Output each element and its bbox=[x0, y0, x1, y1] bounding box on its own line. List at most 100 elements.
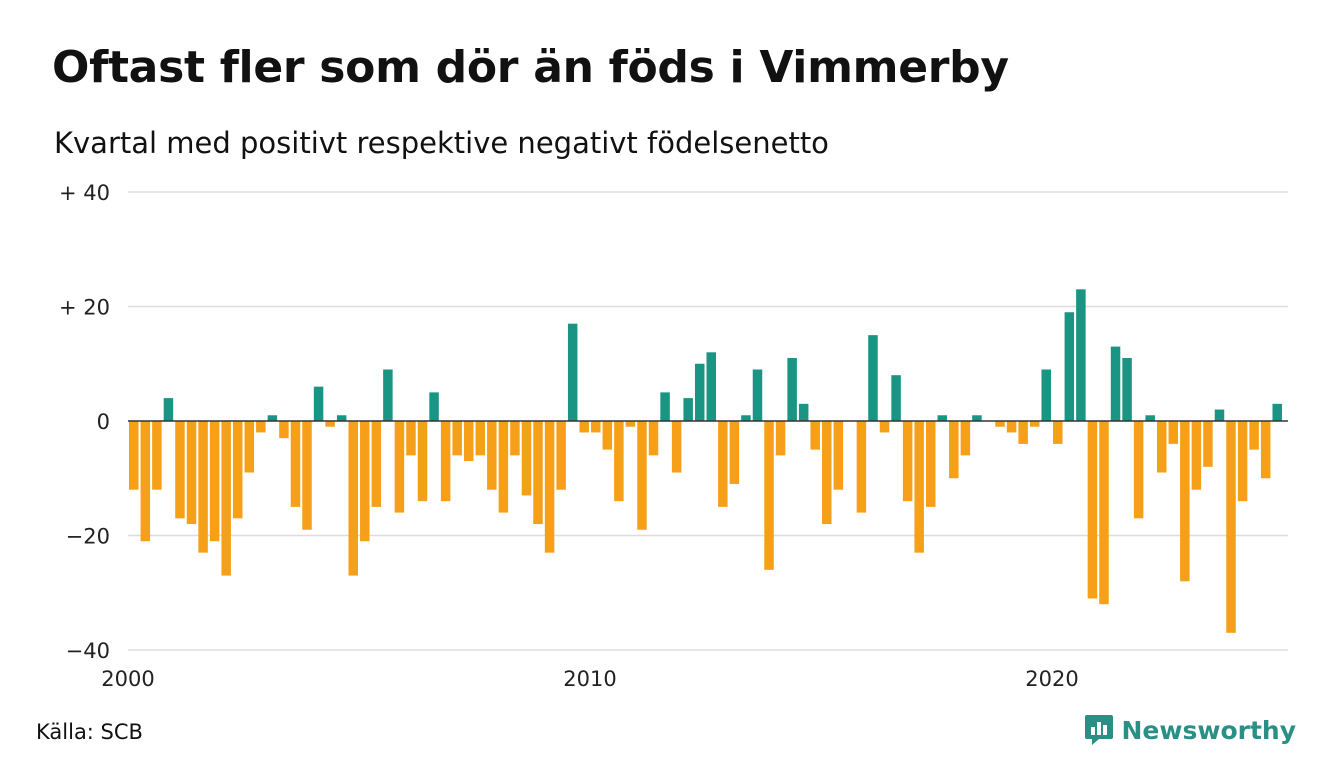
bar bbox=[1203, 421, 1213, 467]
bar bbox=[856, 421, 867, 513]
bar bbox=[556, 421, 566, 490]
bar bbox=[833, 421, 844, 490]
bar bbox=[1272, 403, 1282, 421]
bar bbox=[360, 421, 370, 542]
bar bbox=[1076, 289, 1086, 421]
source-note: Källa: SCB bbox=[36, 720, 143, 744]
y-tick-label: 0 bbox=[97, 410, 110, 434]
brand-logo[interactable]: Newsworthy bbox=[1084, 713, 1297, 747]
bar bbox=[567, 323, 578, 421]
bar bbox=[775, 421, 786, 456]
y-tick-label: + 20 bbox=[59, 296, 110, 320]
bar bbox=[1156, 421, 1167, 473]
bar bbox=[221, 421, 231, 576]
bar bbox=[1041, 369, 1051, 421]
bar bbox=[463, 421, 474, 462]
bar bbox=[764, 421, 774, 570]
bar bbox=[163, 398, 174, 421]
bar bbox=[325, 421, 335, 427]
bar bbox=[1145, 415, 1155, 421]
y-tick-label: −20 bbox=[66, 525, 110, 549]
bar bbox=[1029, 421, 1040, 427]
bar bbox=[394, 421, 405, 513]
bar bbox=[591, 421, 601, 433]
bar bbox=[209, 421, 220, 542]
bar bbox=[1122, 358, 1132, 421]
bar bbox=[383, 369, 393, 421]
bar bbox=[152, 421, 162, 490]
bar bbox=[302, 421, 312, 530]
bar bbox=[1133, 421, 1144, 519]
bar bbox=[487, 421, 497, 490]
bar bbox=[290, 421, 301, 507]
bar bbox=[475, 421, 486, 456]
bar bbox=[244, 421, 255, 473]
x-tick-label: 2000 bbox=[101, 667, 154, 691]
bar bbox=[452, 421, 462, 456]
bar bbox=[960, 421, 971, 456]
bar bbox=[533, 421, 543, 525]
axes: + 40 + 20 0 −20 −40 2000 2010 2020 bbox=[59, 181, 1288, 691]
bar bbox=[706, 352, 717, 421]
bar bbox=[1180, 421, 1190, 582]
bar bbox=[648, 421, 659, 456]
bar bbox=[498, 421, 509, 513]
bar bbox=[625, 421, 636, 427]
bar bbox=[336, 415, 347, 421]
x-tick-label: 2020 bbox=[1025, 667, 1078, 691]
bar bbox=[694, 363, 705, 421]
bar bbox=[660, 392, 670, 422]
bar bbox=[602, 421, 613, 450]
bar bbox=[1214, 409, 1225, 421]
bar bbox=[348, 421, 358, 576]
bar-chart: + 40 + 20 0 −20 −40 2000 2010 2020 bbox=[59, 181, 1288, 691]
bar bbox=[1237, 421, 1248, 502]
bar bbox=[544, 421, 555, 553]
bar bbox=[729, 421, 740, 484]
bar bbox=[521, 421, 532, 496]
bar bbox=[267, 415, 278, 421]
bar bbox=[1191, 421, 1202, 490]
bar bbox=[1249, 421, 1259, 450]
bar bbox=[232, 421, 243, 519]
bar bbox=[256, 421, 266, 433]
bar bbox=[1087, 421, 1098, 599]
bar bbox=[1064, 312, 1075, 421]
bar bbox=[949, 421, 959, 479]
brand-name: Newsworthy bbox=[1121, 715, 1297, 745]
bar bbox=[1099, 421, 1109, 605]
bar bbox=[925, 421, 936, 507]
bar bbox=[822, 421, 832, 525]
bar bbox=[1110, 346, 1121, 421]
bar bbox=[683, 398, 693, 421]
bar bbox=[798, 403, 809, 421]
bar bbox=[175, 421, 185, 519]
bar bbox=[429, 392, 439, 422]
bar bbox=[879, 421, 890, 433]
bar bbox=[741, 415, 751, 421]
bar bbox=[1226, 421, 1236, 633]
bar bbox=[902, 421, 913, 502]
bar bbox=[1168, 421, 1179, 444]
bar bbox=[579, 421, 589, 433]
bar bbox=[371, 421, 382, 507]
bar bbox=[891, 375, 901, 421]
bar bbox=[417, 421, 428, 502]
bar bbox=[1018, 421, 1028, 444]
bar bbox=[1053, 421, 1063, 444]
bar bbox=[972, 415, 982, 421]
newsworthy-logo-icon bbox=[1084, 715, 1113, 745]
bar bbox=[1260, 421, 1271, 479]
bar bbox=[787, 358, 797, 421]
chart-title: Oftast fler som dör än föds i Vimmerby bbox=[52, 42, 1009, 93]
bar bbox=[1006, 421, 1017, 433]
bar bbox=[440, 421, 451, 502]
bar bbox=[313, 386, 324, 421]
y-tick-label: −40 bbox=[66, 639, 110, 663]
bar bbox=[810, 421, 820, 450]
bar bbox=[129, 421, 139, 490]
x-tick-label: 2010 bbox=[563, 667, 616, 691]
bar bbox=[914, 421, 924, 553]
bar bbox=[718, 421, 728, 507]
bar bbox=[995, 421, 1005, 427]
